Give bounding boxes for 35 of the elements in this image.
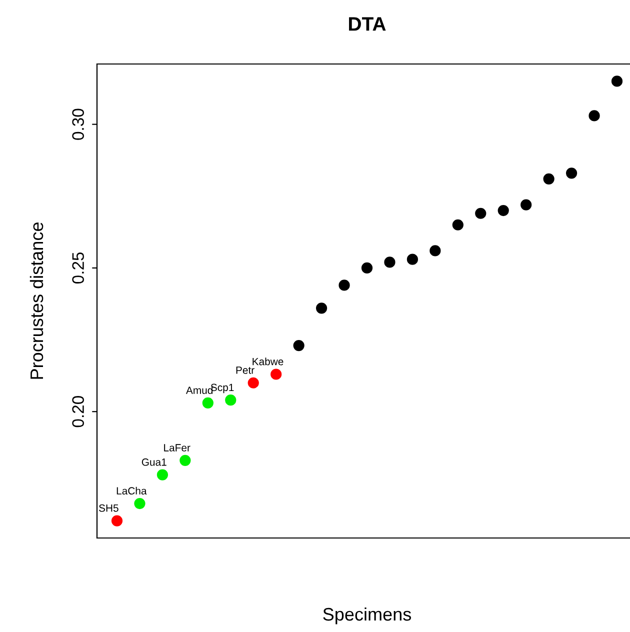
point	[475, 208, 486, 219]
point	[543, 173, 554, 184]
point	[452, 219, 464, 230]
point	[202, 397, 214, 409]
data-label: Gua1	[142, 458, 166, 466]
point	[225, 394, 236, 406]
y-tick-label: 0.20	[72, 396, 84, 428]
point	[134, 498, 146, 510]
point	[338, 280, 350, 291]
point	[406, 254, 418, 265]
y-axis-title: Procrustes distance	[30, 222, 44, 379]
data-label: Kabwe	[252, 358, 284, 366]
point	[111, 515, 123, 526]
point	[248, 377, 259, 388]
point	[180, 454, 191, 466]
point	[566, 168, 578, 179]
point	[430, 245, 441, 256]
point	[293, 340, 304, 352]
chart-title: DTA	[349, 17, 386, 31]
point	[316, 302, 328, 314]
data-label: SH5	[99, 504, 118, 512]
point	[611, 76, 623, 87]
x-axis-title: Specimens	[323, 607, 412, 624]
point	[156, 469, 168, 480]
point	[520, 199, 532, 210]
data-label: Petr	[236, 366, 254, 374]
data-label: LaFer	[164, 444, 190, 452]
point	[361, 262, 373, 274]
point	[270, 368, 282, 380]
data-label: LaCha	[116, 486, 147, 495]
y-tick-label: 0.25	[72, 252, 84, 284]
point	[498, 204, 509, 216]
y-tick-label: 0.30	[72, 108, 84, 140]
point	[588, 110, 600, 122]
point	[384, 256, 396, 268]
